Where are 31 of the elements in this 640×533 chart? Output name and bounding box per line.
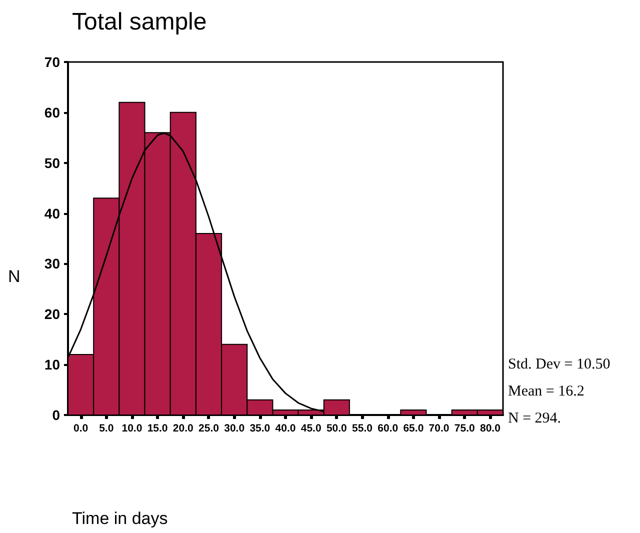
chart-title: Total sample	[72, 8, 207, 36]
x-tick-label: 55.0	[352, 422, 373, 434]
text: Std. Dev = 10.50	[508, 356, 610, 372]
x-tick-label: 25.0	[198, 422, 220, 434]
y-tick-label: 60	[44, 104, 60, 120]
y-tick-label: 50	[44, 154, 60, 171]
x-tick-label: 40.0	[275, 422, 296, 434]
x-tick-label: 80.0	[480, 422, 501, 434]
x-tick-label: 70.0	[428, 422, 450, 434]
x-tick-label: 20.0	[172, 422, 194, 434]
x-tick-label: 65.0	[403, 422, 424, 434]
x-tick-label: 75.0	[454, 422, 475, 434]
y-tick-label: 30	[44, 256, 60, 272]
x-tick-label: 45.0	[300, 422, 322, 434]
y-tick-label: 10	[44, 356, 60, 373]
x-tick-label: 0.0	[73, 422, 88, 434]
y-tick-label: 0	[52, 407, 60, 423]
y-tick-label: 20	[44, 306, 60, 322]
x-tick-label: 50.0	[326, 422, 348, 434]
text: N = 294.	[508, 410, 562, 426]
x-tick-label: 10.0	[122, 422, 142, 434]
x-tick-label: 30.0	[224, 422, 245, 434]
y-axis-title: N	[8, 267, 20, 286]
x-tick-label: 35.0	[250, 422, 270, 434]
x-tick-label: 60.0	[378, 422, 398, 434]
y-tick-label: 70	[44, 54, 60, 70]
text: Mean = 16.2	[508, 384, 584, 400]
y-tick-label: 40	[44, 205, 60, 222]
x-tick-label: 15.0	[147, 422, 168, 434]
x-axis-title: Time in days	[72, 509, 168, 528]
x-tick-label: 5.0	[99, 422, 114, 434]
